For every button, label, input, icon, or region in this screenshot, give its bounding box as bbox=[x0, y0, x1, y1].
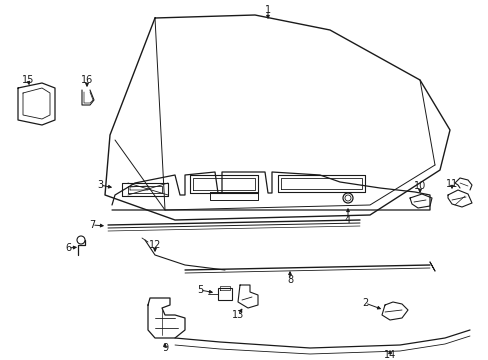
Text: 10: 10 bbox=[413, 181, 425, 191]
Text: 6: 6 bbox=[65, 243, 71, 253]
Text: 14: 14 bbox=[383, 350, 395, 360]
Text: 16: 16 bbox=[81, 75, 93, 85]
Text: 12: 12 bbox=[148, 240, 161, 250]
Text: 1: 1 bbox=[264, 5, 270, 15]
Text: 5: 5 bbox=[197, 285, 203, 295]
Text: 2: 2 bbox=[361, 298, 367, 308]
Text: 8: 8 bbox=[286, 275, 292, 285]
Text: 11: 11 bbox=[445, 179, 457, 189]
Bar bbox=[218, 288, 231, 300]
Text: 4: 4 bbox=[344, 215, 350, 225]
Text: 7: 7 bbox=[89, 220, 95, 230]
Text: 3: 3 bbox=[97, 180, 103, 190]
Text: 15: 15 bbox=[22, 75, 34, 85]
Text: 9: 9 bbox=[162, 343, 168, 353]
Text: 13: 13 bbox=[231, 310, 244, 320]
